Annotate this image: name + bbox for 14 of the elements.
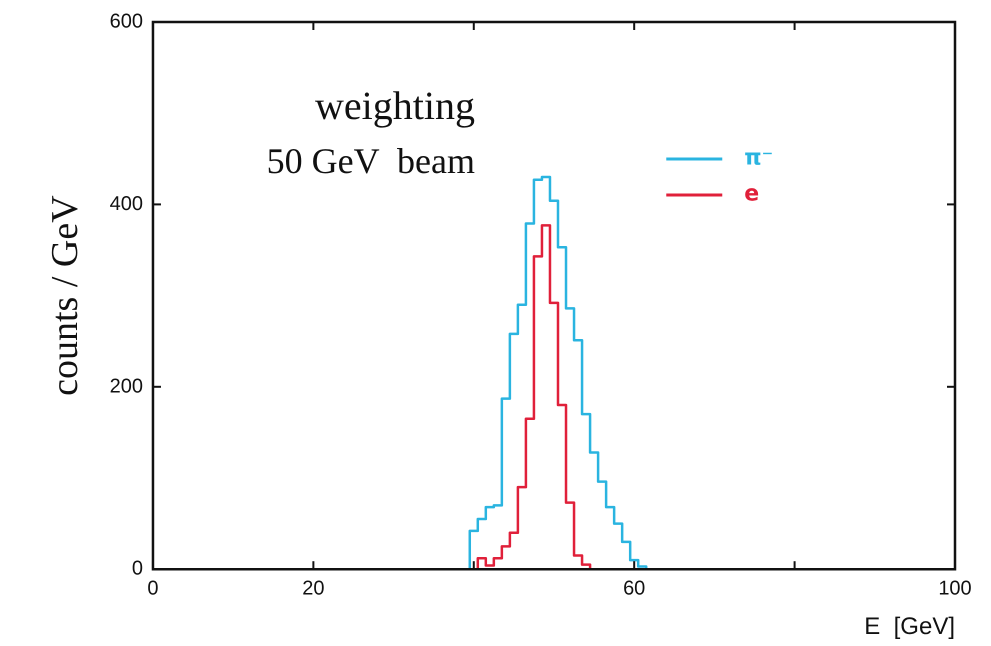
y-tick-label: 0 <box>132 558 143 580</box>
x-axis-title: E [GeV] <box>864 613 955 640</box>
y-tick-label: 400 <box>110 192 143 215</box>
x-tick-label: 0 <box>147 578 159 600</box>
x-tick-label: 60 <box>623 578 646 600</box>
legend-label: e <box>744 182 760 207</box>
annotation: weighting <box>314 83 475 128</box>
annotation: 50 GeV beam <box>266 141 475 181</box>
x-tick-label: 100 <box>938 578 972 600</box>
y-tick-label: 600 <box>110 10 143 33</box>
y-axis-title: counts / GeV <box>44 194 86 396</box>
y-tick-label: 200 <box>110 375 143 398</box>
x-tick-label: 20 <box>302 578 324 600</box>
legend-label: π⁻ <box>744 146 774 171</box>
